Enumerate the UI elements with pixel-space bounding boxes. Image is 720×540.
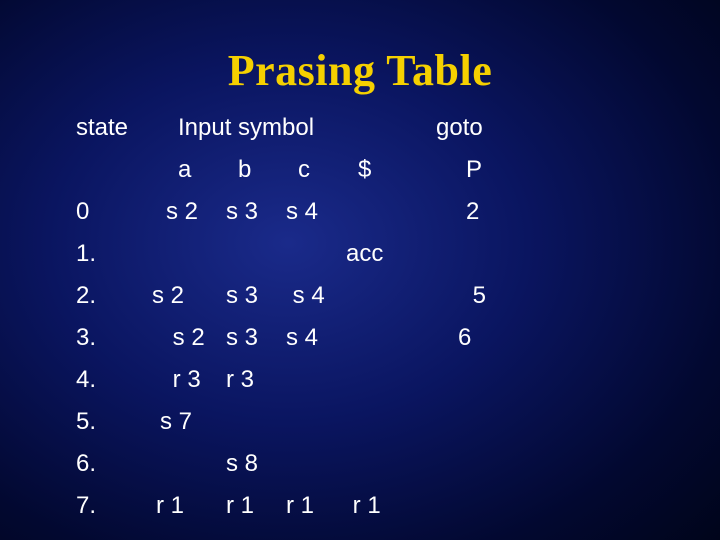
header-state: state <box>76 114 166 142</box>
cell-p: 5 <box>416 282 496 310</box>
cell-c: s 4 <box>286 324 346 352</box>
cell-a: r 3 <box>166 366 226 394</box>
cell-d <box>346 366 416 394</box>
cell-c <box>286 240 346 268</box>
cell-d <box>346 324 416 352</box>
state-cell: 5. <box>76 408 166 436</box>
cell-c: s 4 <box>286 198 346 226</box>
cell-p: 6 <box>416 324 496 352</box>
table-header-row-2: a b c $ P <box>76 156 720 184</box>
cell-d <box>346 450 416 478</box>
cell-c: s 4 <box>286 282 346 310</box>
header-c: c <box>286 156 346 184</box>
state-cell: 4. <box>76 366 166 394</box>
cell-b: s 3 <box>226 324 286 352</box>
cell-b <box>226 240 286 268</box>
cell-a: s 2 <box>166 324 226 352</box>
cell-p: 2 <box>416 198 496 226</box>
cell-b: s 8 <box>226 450 286 478</box>
header-dollar: $ <box>346 156 416 184</box>
cell-a: s 7 <box>160 408 226 436</box>
slide-title: Prasing Table <box>0 0 720 114</box>
header-b: b <box>226 156 286 184</box>
header-a: a <box>166 156 226 184</box>
cell-d <box>346 282 416 310</box>
cell-b: s 3 <box>226 198 286 226</box>
spacer <box>76 156 166 184</box>
cell-b: r 1 <box>226 492 286 520</box>
cell-d <box>346 408 416 436</box>
table-header-row-1: state Input symbol goto <box>76 114 720 142</box>
header-goto: goto <box>416 114 496 142</box>
cell-a: s 2 <box>166 198 226 226</box>
state-cell: 1. <box>76 240 166 268</box>
state-cell: 0 <box>76 198 166 226</box>
cell-d: r 1 <box>346 492 416 520</box>
cell-p <box>416 492 496 520</box>
cell-p <box>416 408 496 436</box>
state-cell: 3. <box>76 324 166 352</box>
header-P: P <box>416 156 496 184</box>
cell-p <box>416 450 496 478</box>
state-cell: 7. <box>76 492 166 520</box>
cell-a: r 1 <box>156 492 226 520</box>
cell-p <box>416 366 496 394</box>
cell-c <box>286 366 346 394</box>
cell-c <box>286 408 346 436</box>
cell-c <box>286 450 346 478</box>
cell-a <box>166 450 226 478</box>
cell-b <box>226 408 286 436</box>
spacer <box>346 114 416 142</box>
cell-d <box>346 198 416 226</box>
cell-c: r 1 <box>286 492 346 520</box>
cell-p <box>416 240 496 268</box>
state-cell: 6. <box>76 450 166 478</box>
cell-b: r 3 <box>226 366 286 394</box>
header-input-symbol: Input symbol <box>166 114 346 142</box>
cell-b: s 3 <box>226 282 286 310</box>
cell-d: acc <box>346 240 416 268</box>
table-body: 0 s 2 s 3 s 4 2 1. acc 2. s 2 s 3 s 4 5 … <box>76 198 720 520</box>
cell-a: s 2 <box>152 282 226 310</box>
parsing-table: state Input symbol goto a b c $ P 0 s 2 … <box>76 114 720 520</box>
cell-a <box>166 240 226 268</box>
